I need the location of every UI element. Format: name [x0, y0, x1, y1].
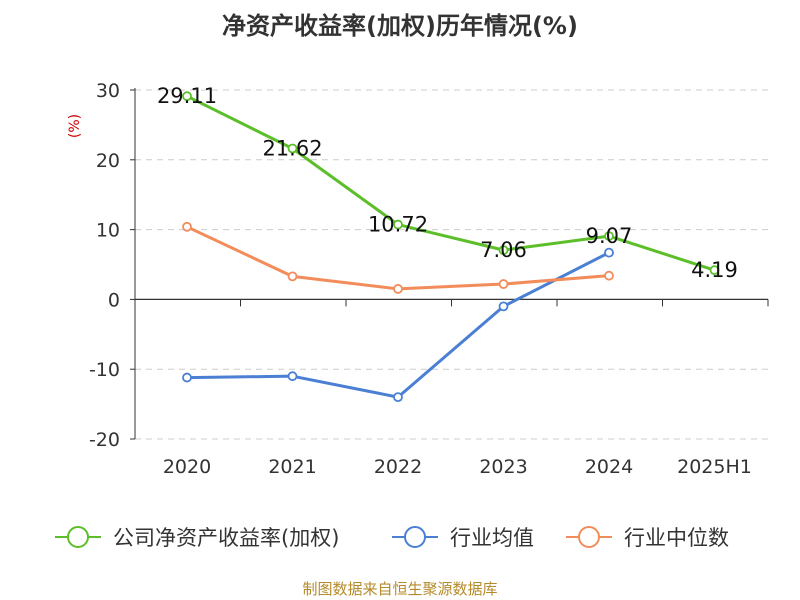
data-point	[604, 247, 614, 258]
data-label: 10.72	[368, 213, 428, 237]
data-point	[182, 372, 192, 383]
data-point	[604, 231, 614, 241]
series-line-2	[186, 251, 610, 399]
y-tick-label: -10	[89, 359, 120, 381]
data-point	[498, 301, 509, 312]
x-tick-label: 2022	[374, 456, 422, 478]
legend-label: 行业均值	[450, 526, 534, 550]
y-tick-label: 10	[96, 220, 120, 242]
data-label: 21.62	[262, 136, 322, 160]
legend-label: 行业中位数	[624, 526, 729, 550]
data-point	[287, 371, 298, 382]
legend-swatch-marker	[404, 526, 426, 548]
data-point	[393, 219, 403, 230]
y-tick-label: 20	[96, 150, 120, 172]
data-label: 4.19	[691, 258, 738, 282]
series-group	[182, 91, 720, 403]
axes: 30 20 10 0 -10 -20 2020 2021 2022 2023 2024 2025H1	[89, 80, 769, 478]
y-tick-label: 30	[96, 80, 120, 102]
data-label: 29.11	[157, 84, 217, 108]
chart-title: 净资产收益率(加权)历年情况(%)	[222, 12, 578, 40]
data-point	[393, 284, 403, 294]
x-tick-label: 2021	[268, 456, 316, 478]
legend-label: 公司净资产收益率(加权)	[113, 526, 339, 550]
legend-swatch-marker	[578, 526, 600, 548]
source-note: 制图数据来自恒生聚源数据库	[302, 580, 498, 598]
data-labels: 29.11 21.62 10.72 7.06 9.07 4.19	[157, 84, 738, 282]
y-tick-label: -20	[89, 429, 120, 451]
data-point	[287, 143, 298, 154]
data-point	[182, 91, 192, 102]
y-axis-unit-label: (%)	[67, 114, 83, 138]
data-point	[393, 392, 403, 403]
legend: 公司净资产收益率(加权) 行业均值 行业中位数	[55, 526, 729, 550]
y-tick-label: 0	[108, 289, 120, 311]
data-point	[498, 279, 509, 289]
x-tick-label: 2020	[163, 456, 211, 478]
data-point	[182, 221, 192, 232]
data-point	[287, 271, 298, 282]
data-label: 7.06	[480, 238, 527, 262]
x-tick-label: 2024	[585, 456, 633, 478]
series-line-1	[186, 94, 715, 272]
data-point	[498, 245, 509, 256]
grid-lines	[135, 89, 768, 440]
data-point	[709, 265, 720, 276]
data-label: 9.07	[586, 224, 633, 248]
data-point	[604, 270, 614, 281]
x-tick-label: 2023	[479, 456, 527, 478]
x-tick-label: 2025H1	[677, 456, 752, 478]
legend-swatch-marker	[67, 526, 89, 548]
